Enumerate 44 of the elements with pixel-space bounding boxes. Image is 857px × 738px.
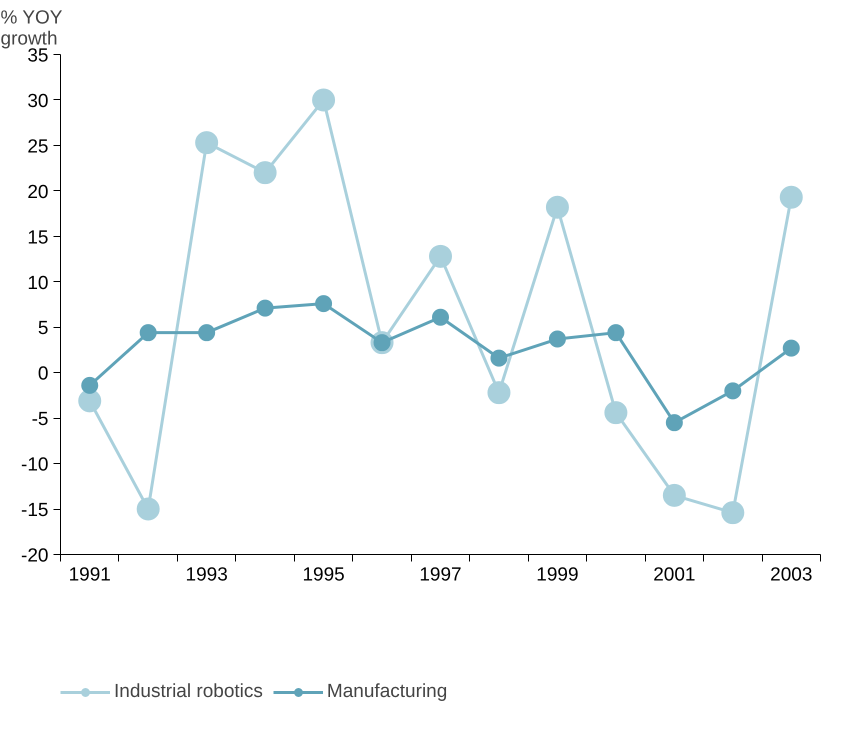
- point: [432, 308, 449, 326]
- legend-label: Manufacturing: [326, 680, 448, 702]
- point: [548, 330, 566, 348]
- x-tick-label: 1995: [302, 564, 345, 586]
- point: [140, 324, 157, 342]
- point: [721, 501, 744, 524]
- x-tick-label: 2003: [770, 564, 812, 586]
- point: [724, 382, 742, 400]
- x-tick-label: 1993: [186, 564, 228, 586]
- y-tick-label: 15: [27, 227, 49, 248]
- y-tick-label: -5: [32, 409, 49, 430]
- point: [195, 131, 218, 154]
- x-tick-label: 2001: [653, 564, 696, 586]
- point: [312, 88, 336, 112]
- point: [546, 196, 569, 219]
- y-tick-label: 0: [38, 364, 49, 385]
- y-tick-label: 30: [27, 90, 49, 112]
- y-tick-label: 5: [38, 318, 49, 340]
- point: [136, 498, 160, 521]
- x-tick-label: 1997: [419, 564, 462, 586]
- x-tick-label: 1999: [536, 564, 579, 586]
- point: [429, 244, 452, 268]
- point: [81, 376, 98, 394]
- y-tick-label: -15: [21, 500, 49, 522]
- point: [666, 414, 683, 432]
- legend-label: Industrial robotics: [114, 680, 263, 702]
- y-tick-label: -10: [21, 454, 49, 476]
- point: [198, 324, 216, 342]
- point: [315, 295, 332, 312]
- point: [604, 401, 628, 424]
- point: [487, 381, 510, 404]
- point: [78, 389, 102, 412]
- point: [607, 324, 624, 342]
- point: [780, 186, 803, 209]
- y-tick-label: -20: [21, 546, 49, 566]
- point: [662, 484, 686, 507]
- y-tick-label: 10: [27, 272, 49, 294]
- point: [256, 300, 274, 317]
- point: [254, 161, 277, 184]
- y-tick-label: 20: [27, 182, 49, 203]
- point: [490, 350, 508, 367]
- y-tick-label: 25: [27, 136, 49, 158]
- x-tick-label: 1991: [68, 564, 111, 586]
- point: [782, 340, 800, 357]
